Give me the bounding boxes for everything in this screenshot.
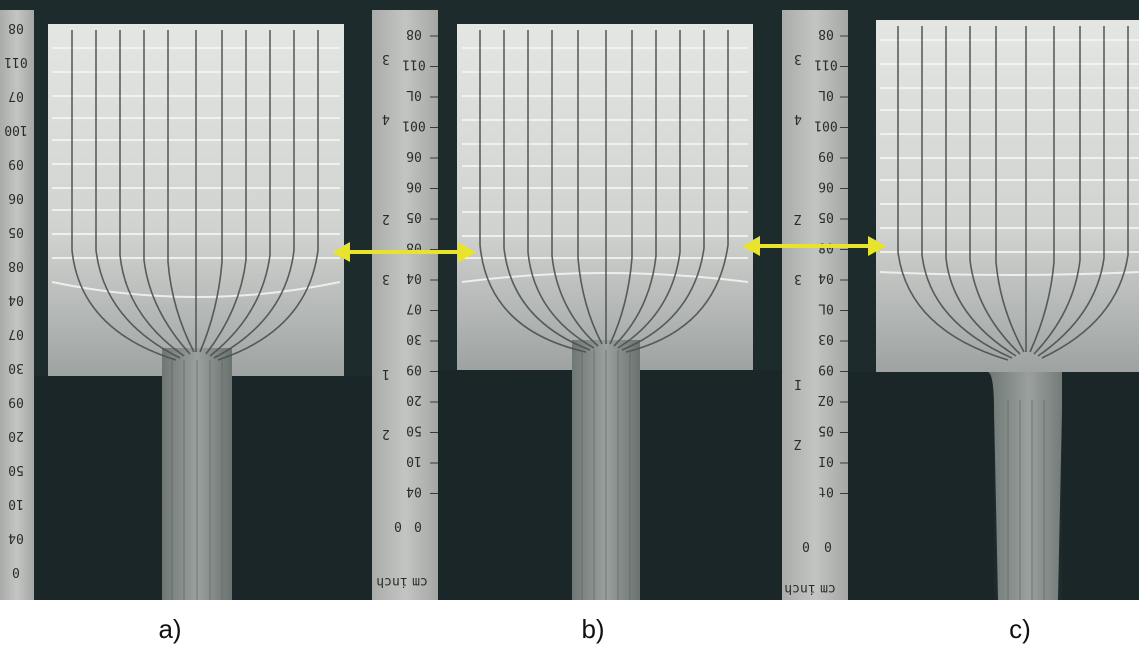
specimen-a — [34, 24, 372, 600]
ruler-right-unit-inch: inch — [784, 581, 815, 596]
ruler-left — [0, 10, 34, 600]
ruler-right-inch-label: 4 — [794, 111, 802, 126]
ruler-right-label: 011 — [814, 57, 837, 72]
ruler-middle-inch-label: 1 — [382, 366, 390, 381]
ruler-left-label: 04 — [8, 530, 24, 545]
ruler-right-label: 0Z — [818, 392, 834, 407]
ruler-middle-labels: 080110L001060605080407300920501004342312… — [376, 26, 438, 589]
ruler-right-label: 0L — [818, 301, 834, 316]
specimen-c — [848, 20, 1139, 600]
ruler-left-label: 05 — [8, 224, 24, 239]
ruler-right-labels: 080110L00109060508040L03090Z050I0t34Z3IZ… — [784, 26, 848, 596]
ruler-middle-label: 06 — [406, 148, 422, 163]
double-headed-arrow-icon — [742, 236, 886, 256]
ruler-middle-label: 20 — [406, 392, 422, 407]
ruler-right-inch-label: 3 — [794, 51, 802, 66]
caption-panel-a: a) — [158, 614, 182, 644]
ruler-right — [782, 10, 848, 600]
ruler-middle-zero-left: 0 — [394, 518, 402, 533]
double-headed-arrow-icon — [332, 242, 476, 262]
ruler-left-label: 10 — [8, 496, 24, 511]
ruler-middle-inch-label: 2 — [382, 211, 390, 226]
ruler-middle-label: 50 — [406, 423, 422, 438]
ruler-right-inch-label: Z — [794, 436, 802, 451]
ruler-left-label: 011 — [4, 54, 27, 69]
ruler-left-label: 100 — [4, 122, 27, 137]
ruler-right-inch-label: Z — [794, 211, 802, 226]
ruler-left-label: 08 — [8, 258, 24, 273]
ruler-right-label: 001 — [814, 118, 837, 133]
ruler-middle-label: 08 — [406, 26, 422, 41]
ruler-right-label: 09 — [818, 148, 834, 163]
ruler-right-inch-label: 3 — [794, 271, 802, 286]
ruler-left-label: 07 — [8, 88, 24, 103]
ruler-middle-label: 07 — [406, 301, 422, 316]
ruler-middle-label: 05 — [406, 209, 422, 224]
ruler-middle-label: 011 — [402, 57, 425, 72]
ruler-middle-inch-label: 3 — [382, 51, 390, 66]
ruler-left-label: 08 — [8, 20, 24, 35]
ruler-right-label: 03 — [818, 331, 834, 346]
ruler-middle-inch-label: 4 — [382, 111, 390, 126]
ruler-middle — [372, 10, 438, 600]
ruler-left-label: 07 — [8, 326, 24, 341]
ruler-right-label: 05 — [818, 423, 834, 438]
ruler-right-label: 0L — [818, 87, 834, 102]
ruler-right-label: 09 — [818, 362, 834, 377]
ruler-right-label: 08 — [818, 26, 834, 41]
caption-panel-b: b) — [581, 614, 605, 644]
ruler-middle-label: 0L — [406, 87, 422, 102]
ruler-left-label: 09 — [8, 156, 24, 171]
ruler-middle-label: 04 — [406, 270, 422, 285]
ruler-left-label: 04 — [8, 292, 24, 307]
ruler-right-label: 04 — [818, 270, 834, 285]
ruler-middle-label: 30 — [406, 331, 422, 346]
specimen-b — [438, 24, 782, 600]
ruler-right-label: 05 — [818, 209, 834, 224]
ruler-right-zero-left: 0 — [802, 538, 810, 553]
ruler-middle-label: 06 — [406, 179, 422, 194]
ruler-right-inch-label: I — [794, 376, 802, 391]
ruler-middle-unit-cm: cm — [412, 574, 428, 589]
ruler-left-labels: 08 011 07 100 09 06 05 08 04 07 30 09 20 50 10 04 0 — [4, 20, 27, 579]
caption-panel-c: c) — [1009, 614, 1031, 644]
ruler-middle-inch-label: 2 — [382, 426, 390, 441]
ruler-right-unit-cm: cm — [820, 581, 836, 596]
ruler-left-label: 06 — [8, 190, 24, 205]
ruler-left-label: 50 — [8, 462, 24, 477]
ruler-right-label: 0I — [818, 453, 834, 468]
ruler-middle-label: 09 — [406, 362, 422, 377]
ruler-right-label: 0t — [818, 484, 834, 499]
ruler-left-label: 30 — [8, 360, 24, 375]
ruler-middle-unit-inch: inch — [376, 574, 407, 589]
ruler-middle-label: 10 — [406, 453, 422, 468]
ruler-left-label: 20 — [8, 428, 24, 443]
ruler-right-zero-right: 0 — [824, 538, 832, 553]
ruler-middle-label: 001 — [402, 118, 425, 133]
ruler-middle-zero-right: 0 — [414, 518, 422, 533]
ruler-right-label: 06 — [818, 179, 834, 194]
ruler-left-label: 0 — [12, 564, 20, 579]
ruler-middle-inch-label: 3 — [382, 271, 390, 286]
ruler-middle-label: 04 — [406, 484, 422, 499]
ruler-left-label: 09 — [8, 394, 24, 409]
